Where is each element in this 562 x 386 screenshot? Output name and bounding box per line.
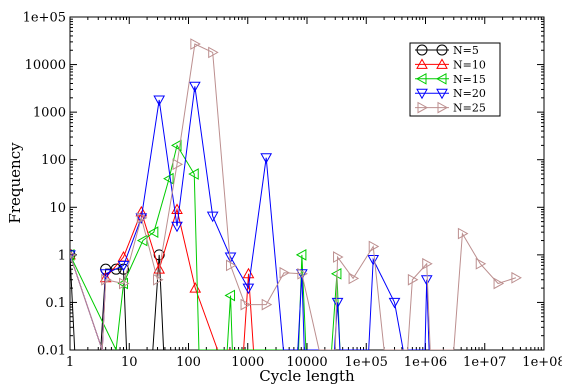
data-point-n20	[135, 213, 148, 224]
series-line-n15	[70, 144, 341, 350]
y-tick-label: 1	[58, 248, 66, 263]
data-point-n15	[188, 168, 199, 180]
data-point-n25	[348, 272, 360, 285]
data-point-n25	[475, 257, 487, 270]
data-point-n15	[295, 249, 307, 261]
data-point-n25	[101, 273, 112, 286]
y-axis-title: Frequency	[6, 142, 24, 224]
legend-label-n10: N=10	[453, 58, 486, 71]
data-point-n20	[388, 297, 401, 309]
data-point-n20	[99, 269, 112, 280]
y-tick-label: 1000	[33, 106, 66, 121]
data-point-n25	[457, 227, 469, 240]
data-point-n10	[242, 267, 255, 279]
data-point-n10	[153, 263, 166, 274]
data-point-n25	[240, 298, 252, 311]
data-point-n25	[279, 266, 291, 279]
data-point-n15	[330, 267, 342, 280]
data-point-n20	[242, 283, 255, 295]
data-point-n25	[172, 158, 184, 171]
data-point-n20	[331, 297, 344, 309]
data-point-n25	[368, 240, 380, 253]
data-point-n25	[70, 251, 77, 259]
y-tick-label: 0.1	[45, 296, 66, 311]
data-point-n20	[296, 269, 308, 280]
series-layer	[70, 38, 522, 350]
data-point-n25	[261, 298, 273, 311]
legend-label-n15: N=15	[453, 73, 486, 86]
data-point-n15	[170, 139, 182, 152]
axis-ticks: 1 10 100 1000 10000 1e+05 1e+06 1e+07 1e+08 0.01 0…	[23, 11, 562, 371]
legend-marker-n5	[416, 44, 428, 56]
data-point-n25	[136, 211, 148, 224]
data-point-n25	[190, 38, 201, 50]
data-point-n15	[224, 289, 236, 302]
data-point-n20	[224, 252, 237, 264]
legend-marker-n25	[437, 101, 449, 114]
y-tick-label: 1e+05	[23, 11, 66, 26]
x-tick-label: 1000	[231, 355, 264, 370]
data-point-n25	[493, 277, 505, 290]
x-tick-label: 1e+07	[463, 355, 506, 370]
legend-marker-n10	[416, 58, 428, 69]
legend-marker-n20	[416, 88, 428, 100]
legend: N=5N=10 N=15N=20 N=25	[409, 42, 501, 117]
x-tick-label: 10	[121, 355, 138, 370]
x-tick-label: 10000	[286, 355, 327, 370]
y-tick-label: 10000	[25, 58, 66, 73]
legend-label-n25: N=25	[453, 102, 486, 115]
legend-label-n5: N=5	[453, 44, 479, 57]
data-point-n25	[511, 271, 522, 284]
data-point-n20	[189, 81, 201, 93]
data-point-n20	[153, 95, 166, 107]
data-point-n25	[422, 257, 433, 270]
data-point-n15	[147, 226, 159, 239]
legend-marker-n5	[436, 44, 448, 56]
legend-marker-n15	[435, 72, 447, 85]
series-line-n25	[70, 43, 517, 350]
x-axis-title: Cycle length	[259, 367, 355, 385]
data-point-n20	[206, 211, 219, 223]
legend-marker-n10	[436, 58, 448, 69]
data-point-n20	[171, 221, 183, 233]
x-tick-label: 1e+05	[345, 355, 388, 370]
data-point-n5	[153, 249, 165, 261]
y-tick-label: 0.01	[37, 344, 66, 359]
data-point-n25	[208, 46, 219, 59]
legend-marker-n15	[415, 72, 427, 85]
data-point-n25	[153, 273, 164, 286]
data-point-n25	[407, 273, 419, 286]
x-tick-label: 1e+06	[404, 355, 447, 370]
x-tick-label: 1e+08	[522, 355, 562, 370]
series-n25	[70, 38, 522, 350]
y-tick-label: 100	[41, 153, 66, 168]
legend-box	[409, 42, 501, 117]
x-tick-label: 100	[176, 355, 201, 370]
legend-marker-n25	[417, 101, 429, 114]
series-n20	[70, 81, 433, 350]
y-tick-label: 10	[49, 201, 66, 216]
x-tick-label: 1	[66, 355, 74, 370]
legend-label-n20: N=20	[453, 87, 486, 100]
legend-marker-n20	[436, 88, 448, 100]
data-point-n5	[110, 263, 122, 275]
data-point-n25	[119, 277, 130, 290]
data-point-n25	[333, 251, 344, 263]
data-point-n25	[226, 259, 237, 272]
data-point-n20	[260, 153, 273, 164]
data-point-n20	[117, 260, 130, 272]
series-line-n20	[70, 86, 430, 350]
series-line-n5	[70, 254, 165, 350]
data-point-n25	[297, 267, 308, 280]
data-point-n20	[70, 250, 76, 261]
data-point-n20	[367, 254, 380, 266]
data-point-n15	[163, 172, 174, 185]
